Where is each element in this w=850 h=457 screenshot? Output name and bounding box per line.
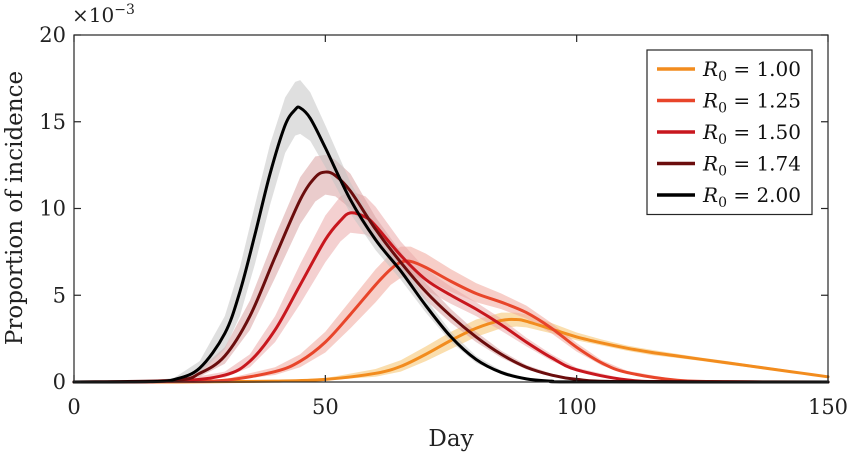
line-series-4 xyxy=(72,170,830,384)
x-axis-label: Day xyxy=(428,426,473,452)
legend-entry-series-3: R0 = 1.50 xyxy=(702,120,801,148)
y-tick-label: 0 xyxy=(53,370,66,394)
confidence-bands xyxy=(74,80,828,383)
y-axis-label: Proportion of incidence xyxy=(2,71,28,345)
line-series-2 xyxy=(72,259,830,384)
legend-entry-series-2: R0 = 1.25 xyxy=(702,89,801,117)
y-tick-label: 15 xyxy=(39,110,66,134)
x-tick-label: 100 xyxy=(557,395,597,419)
band-series-3 xyxy=(74,191,828,382)
y-scale-exponent-label: ×10−3 xyxy=(72,2,135,27)
y-tick-label: 5 xyxy=(53,283,66,307)
line-series-3 xyxy=(72,211,830,384)
x-tick-label: 50 xyxy=(312,395,339,419)
band-series-2 xyxy=(74,246,828,382)
y-tick-label: 10 xyxy=(39,197,66,221)
y-tick-label: 20 xyxy=(39,23,66,47)
x-tick-label: 0 xyxy=(67,395,80,419)
band-series-1 xyxy=(74,312,828,382)
line-series-5 xyxy=(72,105,830,384)
axes: 0 50 100 150 0 5 10 15 20 xyxy=(39,23,848,419)
series-lines xyxy=(72,105,830,384)
x-tick-label: 150 xyxy=(808,395,848,419)
legend-entry-series-5: R0 = 2.00 xyxy=(702,183,801,211)
legend-entry-series-4: R0 = 1.74 xyxy=(702,152,801,180)
legend: R0 = 1.00 R0 = 1.25 R0 = 1.50 R0 = 1.74 R0 =… xyxy=(646,49,813,216)
line-series-1 xyxy=(72,317,830,384)
legend-entry-series-1: R0 = 1.00 xyxy=(702,57,801,85)
